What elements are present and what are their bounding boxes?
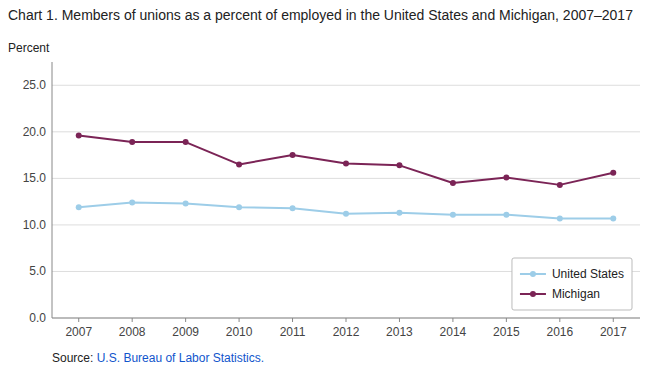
axes: 0.0 5.0 10.0 15.0 20.0 25.0 2007 2008 2009 2010 20…	[23, 62, 640, 339]
x-tick	[452, 318, 453, 322]
x-tick	[185, 318, 186, 322]
x-tick-label: 2015	[493, 325, 520, 339]
chart: Chart 1. Members of unions as a percent …	[0, 0, 658, 370]
data-point	[450, 180, 456, 186]
legend-box	[512, 258, 632, 310]
data-point	[290, 152, 296, 158]
y-axis-line	[52, 62, 53, 318]
series	[76, 133, 617, 188]
x-tick	[78, 318, 79, 322]
source-link: U.S. Bureau of Labor Statistics.	[97, 351, 264, 365]
legend-marker	[530, 291, 536, 297]
data-point	[557, 215, 563, 221]
legend-label: United States	[552, 267, 624, 281]
data-point	[557, 182, 563, 188]
x-tick-label: 2008	[119, 325, 146, 339]
data-point	[183, 139, 189, 145]
legend-marker	[530, 271, 536, 277]
x-tick-label: 2016	[546, 325, 573, 339]
data-point	[129, 200, 135, 206]
series	[76, 200, 617, 222]
x-tick-label: 2014	[440, 325, 467, 339]
x-tick	[559, 318, 560, 322]
y-tick-label: 10.0	[23, 218, 47, 232]
x-tick	[399, 318, 400, 322]
y-tick-label: 20.0	[23, 125, 47, 139]
x-tick	[613, 318, 614, 322]
y-grid-line	[52, 131, 640, 132]
data-point	[343, 160, 349, 166]
y-grid-line	[52, 178, 640, 179]
source-text: Source:	[52, 351, 97, 365]
y-tick-label: 25.0	[23, 78, 47, 92]
x-tick-label: 2012	[333, 325, 360, 339]
data-point	[610, 215, 616, 221]
data-point	[183, 200, 189, 206]
data-point	[290, 205, 296, 211]
y-grid-line	[52, 318, 640, 319]
series-line	[79, 136, 614, 185]
data-point	[236, 204, 242, 210]
title: Chart 1. Members of unions as a percent …	[8, 7, 633, 23]
x-tick-label: 2010	[226, 325, 253, 339]
y-tick-label: 15.0	[23, 171, 47, 185]
source: Source: U.S. Bureau of Labor Statistics.	[52, 351, 264, 365]
data-point	[76, 204, 82, 210]
y-grid-line	[52, 85, 640, 86]
data-point	[129, 139, 135, 145]
data-point	[610, 170, 616, 176]
y-tick-label: 0.0	[29, 311, 46, 325]
background	[0, 0, 658, 370]
y-axis-label: Percent	[8, 41, 50, 55]
legend-label: Michigan	[552, 287, 600, 301]
series-line	[79, 203, 614, 219]
plot-area	[76, 133, 617, 222]
legend: United States Michigan	[512, 258, 632, 310]
x-tick	[132, 318, 133, 322]
x-axis-line	[52, 318, 640, 319]
data-point	[450, 212, 456, 218]
data-point	[396, 162, 402, 168]
x-tick-label: 2011	[280, 325, 306, 339]
x-tick-label: 2017	[600, 325, 627, 339]
x-tick	[239, 318, 240, 322]
data-point	[503, 174, 509, 180]
x-tick	[506, 318, 507, 322]
x-tick-label: 2009	[172, 325, 199, 339]
data-point	[343, 211, 349, 217]
x-tick-label: 2007	[65, 325, 92, 339]
x-tick-label: 2013	[386, 325, 413, 339]
data-point	[236, 161, 242, 167]
data-point	[503, 212, 509, 218]
x-tick	[292, 318, 293, 322]
x-tick	[346, 318, 347, 322]
data-point	[76, 133, 82, 139]
data-point	[396, 210, 402, 216]
y-tick-label: 5.0	[29, 264, 46, 278]
y-grid-line	[52, 224, 640, 225]
